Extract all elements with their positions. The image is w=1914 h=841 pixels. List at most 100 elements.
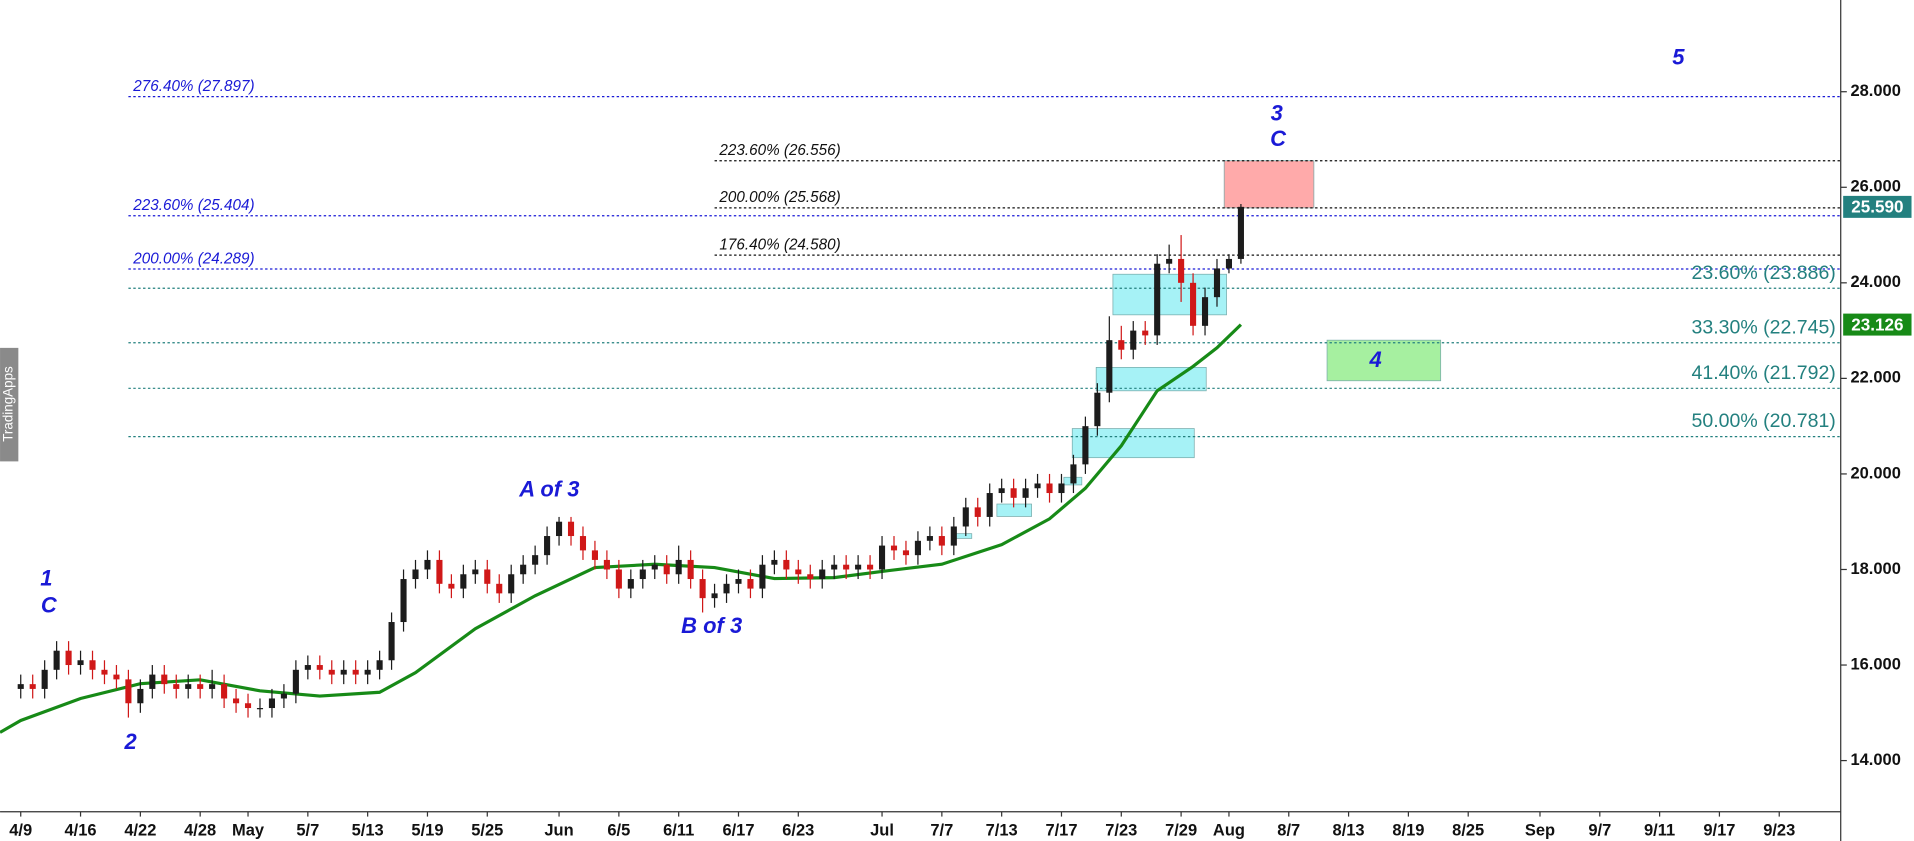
x-tick-label: 5/13 xyxy=(352,822,384,840)
candle-body xyxy=(376,660,383,670)
candle-body xyxy=(1058,483,1065,494)
candle-body xyxy=(1034,483,1041,489)
x-tick-label: 7/7 xyxy=(930,822,953,840)
price-tag-label: 23.126 xyxy=(1851,315,1903,334)
candle-body xyxy=(1190,282,1197,326)
candle-body xyxy=(603,559,610,570)
candle-body xyxy=(496,583,503,594)
wave-label: 3 xyxy=(1271,101,1283,126)
price-tag-label: 25.590 xyxy=(1851,198,1903,217)
moving-average xyxy=(0,323,1243,734)
candle-body xyxy=(508,574,515,594)
fib-label: 223.60% (26.556) xyxy=(718,142,840,159)
x-tick-label: 9/11 xyxy=(1644,822,1675,840)
candle-body xyxy=(759,564,766,589)
candle-body xyxy=(615,569,622,589)
y-tick-label: 18.000 xyxy=(1850,560,1900,578)
candle-body xyxy=(974,507,981,517)
candle-body xyxy=(567,521,575,537)
candle-body xyxy=(950,526,957,546)
price-tag xyxy=(1843,195,1912,218)
candle-body xyxy=(699,579,706,599)
candle-body xyxy=(125,679,132,704)
x-tick-label: 9/23 xyxy=(1763,822,1795,840)
candle-body xyxy=(627,579,634,589)
wave-label: 4 xyxy=(1369,347,1382,372)
candle-body xyxy=(675,559,682,575)
wave-label: C xyxy=(1270,126,1287,151)
zone xyxy=(1112,273,1227,316)
candle-body xyxy=(53,650,60,670)
candle-body xyxy=(998,488,1005,494)
candle-body xyxy=(591,550,598,560)
x-tick-label: 6/11 xyxy=(663,822,694,840)
candle-body xyxy=(819,569,826,580)
candle-body xyxy=(460,574,467,589)
candle-body xyxy=(807,574,814,580)
wave-label: C xyxy=(41,592,58,617)
candle-body xyxy=(1237,206,1244,259)
y-tick-label: 14.000 xyxy=(1850,751,1900,769)
candle-body xyxy=(843,564,850,570)
candle-body xyxy=(221,684,228,699)
candle-body xyxy=(1070,464,1077,484)
candle-body xyxy=(1142,330,1149,336)
x-tick-label: 4/28 xyxy=(184,822,216,840)
x-tick-label: 8/13 xyxy=(1333,822,1365,840)
wave-label: 5 xyxy=(1672,44,1685,69)
candle-body xyxy=(771,559,778,565)
candle-body xyxy=(639,569,646,580)
candle-body xyxy=(735,579,742,584)
candle-body xyxy=(233,698,240,704)
candle-body xyxy=(1106,340,1113,393)
x-tick-label: 4/22 xyxy=(124,822,156,840)
x-tick-label: 6/17 xyxy=(722,822,754,840)
candle-body xyxy=(256,708,264,710)
zone xyxy=(1071,428,1195,459)
x-tick-label: 9/7 xyxy=(1588,822,1611,840)
candle-body xyxy=(185,684,192,689)
candle-body xyxy=(986,493,993,517)
candle-body xyxy=(448,583,455,589)
x-tick-label: 5/19 xyxy=(411,822,443,840)
candle-body xyxy=(1082,426,1089,465)
x-tick-label: Jun xyxy=(544,822,573,840)
candle-body xyxy=(783,559,790,570)
candle-body xyxy=(436,559,443,584)
candle-body xyxy=(137,688,144,704)
x-tick-label: 4/16 xyxy=(65,822,97,840)
candle-body xyxy=(472,569,479,575)
x-tick-label: 9/17 xyxy=(1703,822,1735,840)
candle-body xyxy=(304,665,311,670)
candle-body xyxy=(209,684,216,689)
candle-body xyxy=(328,669,335,675)
candle-body xyxy=(173,684,180,689)
y-tick-label: 28.000 xyxy=(1850,82,1900,100)
wave-label: A of 3 xyxy=(518,476,579,501)
candle-body xyxy=(1010,488,1017,498)
candle-body xyxy=(149,674,156,689)
candle-body xyxy=(855,564,862,570)
candle-body xyxy=(1130,330,1137,350)
y-tick-label: 16.000 xyxy=(1850,655,1900,673)
candle-body xyxy=(556,521,563,537)
candle-body xyxy=(352,669,359,675)
candle-body xyxy=(280,693,287,699)
x-tick-label: 8/7 xyxy=(1277,822,1300,840)
candle-body xyxy=(65,650,72,666)
zone xyxy=(1223,160,1315,209)
candle-body xyxy=(1213,268,1221,298)
x-tick-label: 8/19 xyxy=(1392,822,1424,840)
candle-body xyxy=(113,674,120,680)
candle-body xyxy=(197,684,204,689)
candle-body xyxy=(484,569,491,584)
candle-body xyxy=(795,569,802,575)
y-tick-label: 20.000 xyxy=(1850,464,1900,482)
candle-body xyxy=(1046,483,1053,494)
candle-body xyxy=(244,703,252,709)
watermark: TradingApps xyxy=(1,366,16,442)
candle-body xyxy=(1178,258,1185,283)
candle-body xyxy=(544,536,551,556)
candle-body xyxy=(1201,297,1209,326)
